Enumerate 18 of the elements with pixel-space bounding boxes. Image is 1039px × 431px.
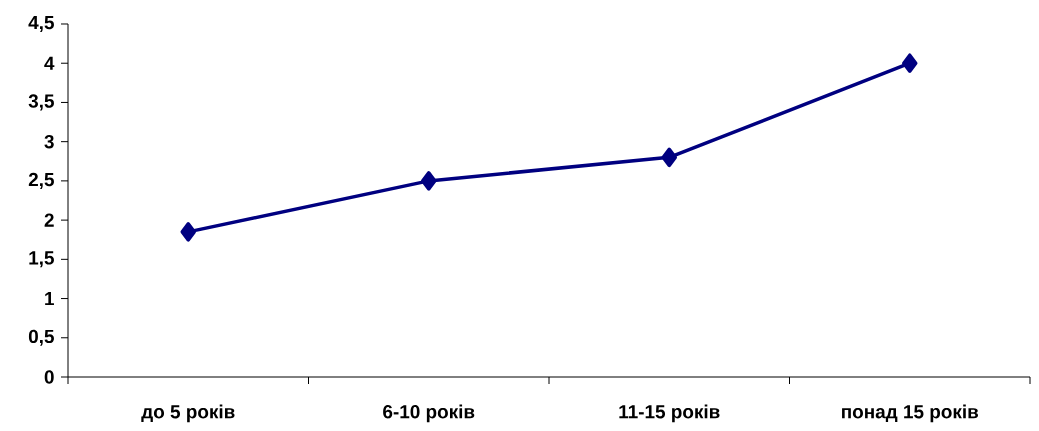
y-tick-label: 0	[44, 370, 54, 384]
x-tick-label: 6-10 років	[383, 404, 475, 423]
point	[421, 171, 437, 191]
y-tick-label: 4	[44, 56, 55, 70]
y-tick-label: 4,5	[28, 16, 54, 32]
x-tick-label: до 5 років	[141, 404, 235, 423]
y-tick-label: 3,5	[28, 94, 54, 111]
point	[661, 147, 678, 168]
y-tick-label: 0,5	[28, 329, 54, 346]
y-tick-label: 2	[44, 213, 54, 227]
x-tick-label: понад 15 років	[842, 404, 979, 423]
point	[180, 222, 196, 242]
point	[902, 53, 918, 73]
y-tick-label: 3	[44, 134, 54, 149]
y-tick-label: 1,5	[29, 251, 54, 268]
y-tick-label: 1	[45, 292, 54, 306]
y-tick-label: 2,5	[28, 172, 54, 189]
x-tick-label: 11-15 років	[619, 404, 720, 423]
